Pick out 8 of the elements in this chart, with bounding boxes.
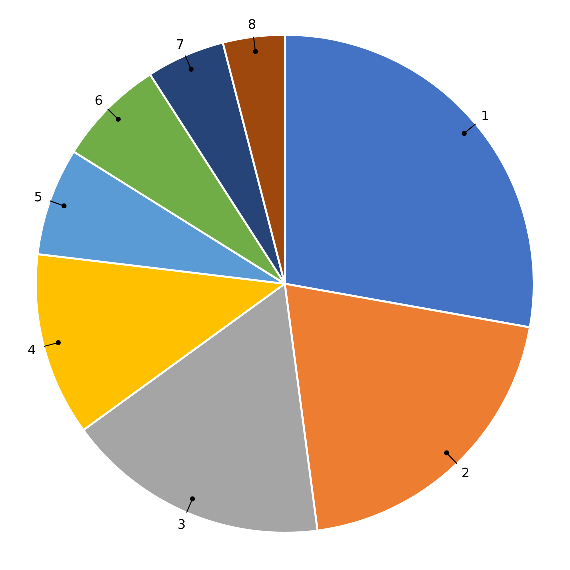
slice-label: 4: [28, 343, 36, 358]
slice-label: 8: [248, 18, 256, 34]
slice-label: 7: [176, 38, 185, 53]
slice-label: 5: [34, 190, 43, 206]
slice-label: 6: [94, 94, 104, 109]
slice-label: 2: [462, 466, 470, 482]
slice-label: 3: [178, 518, 186, 533]
slice-label: 1: [481, 110, 490, 125]
